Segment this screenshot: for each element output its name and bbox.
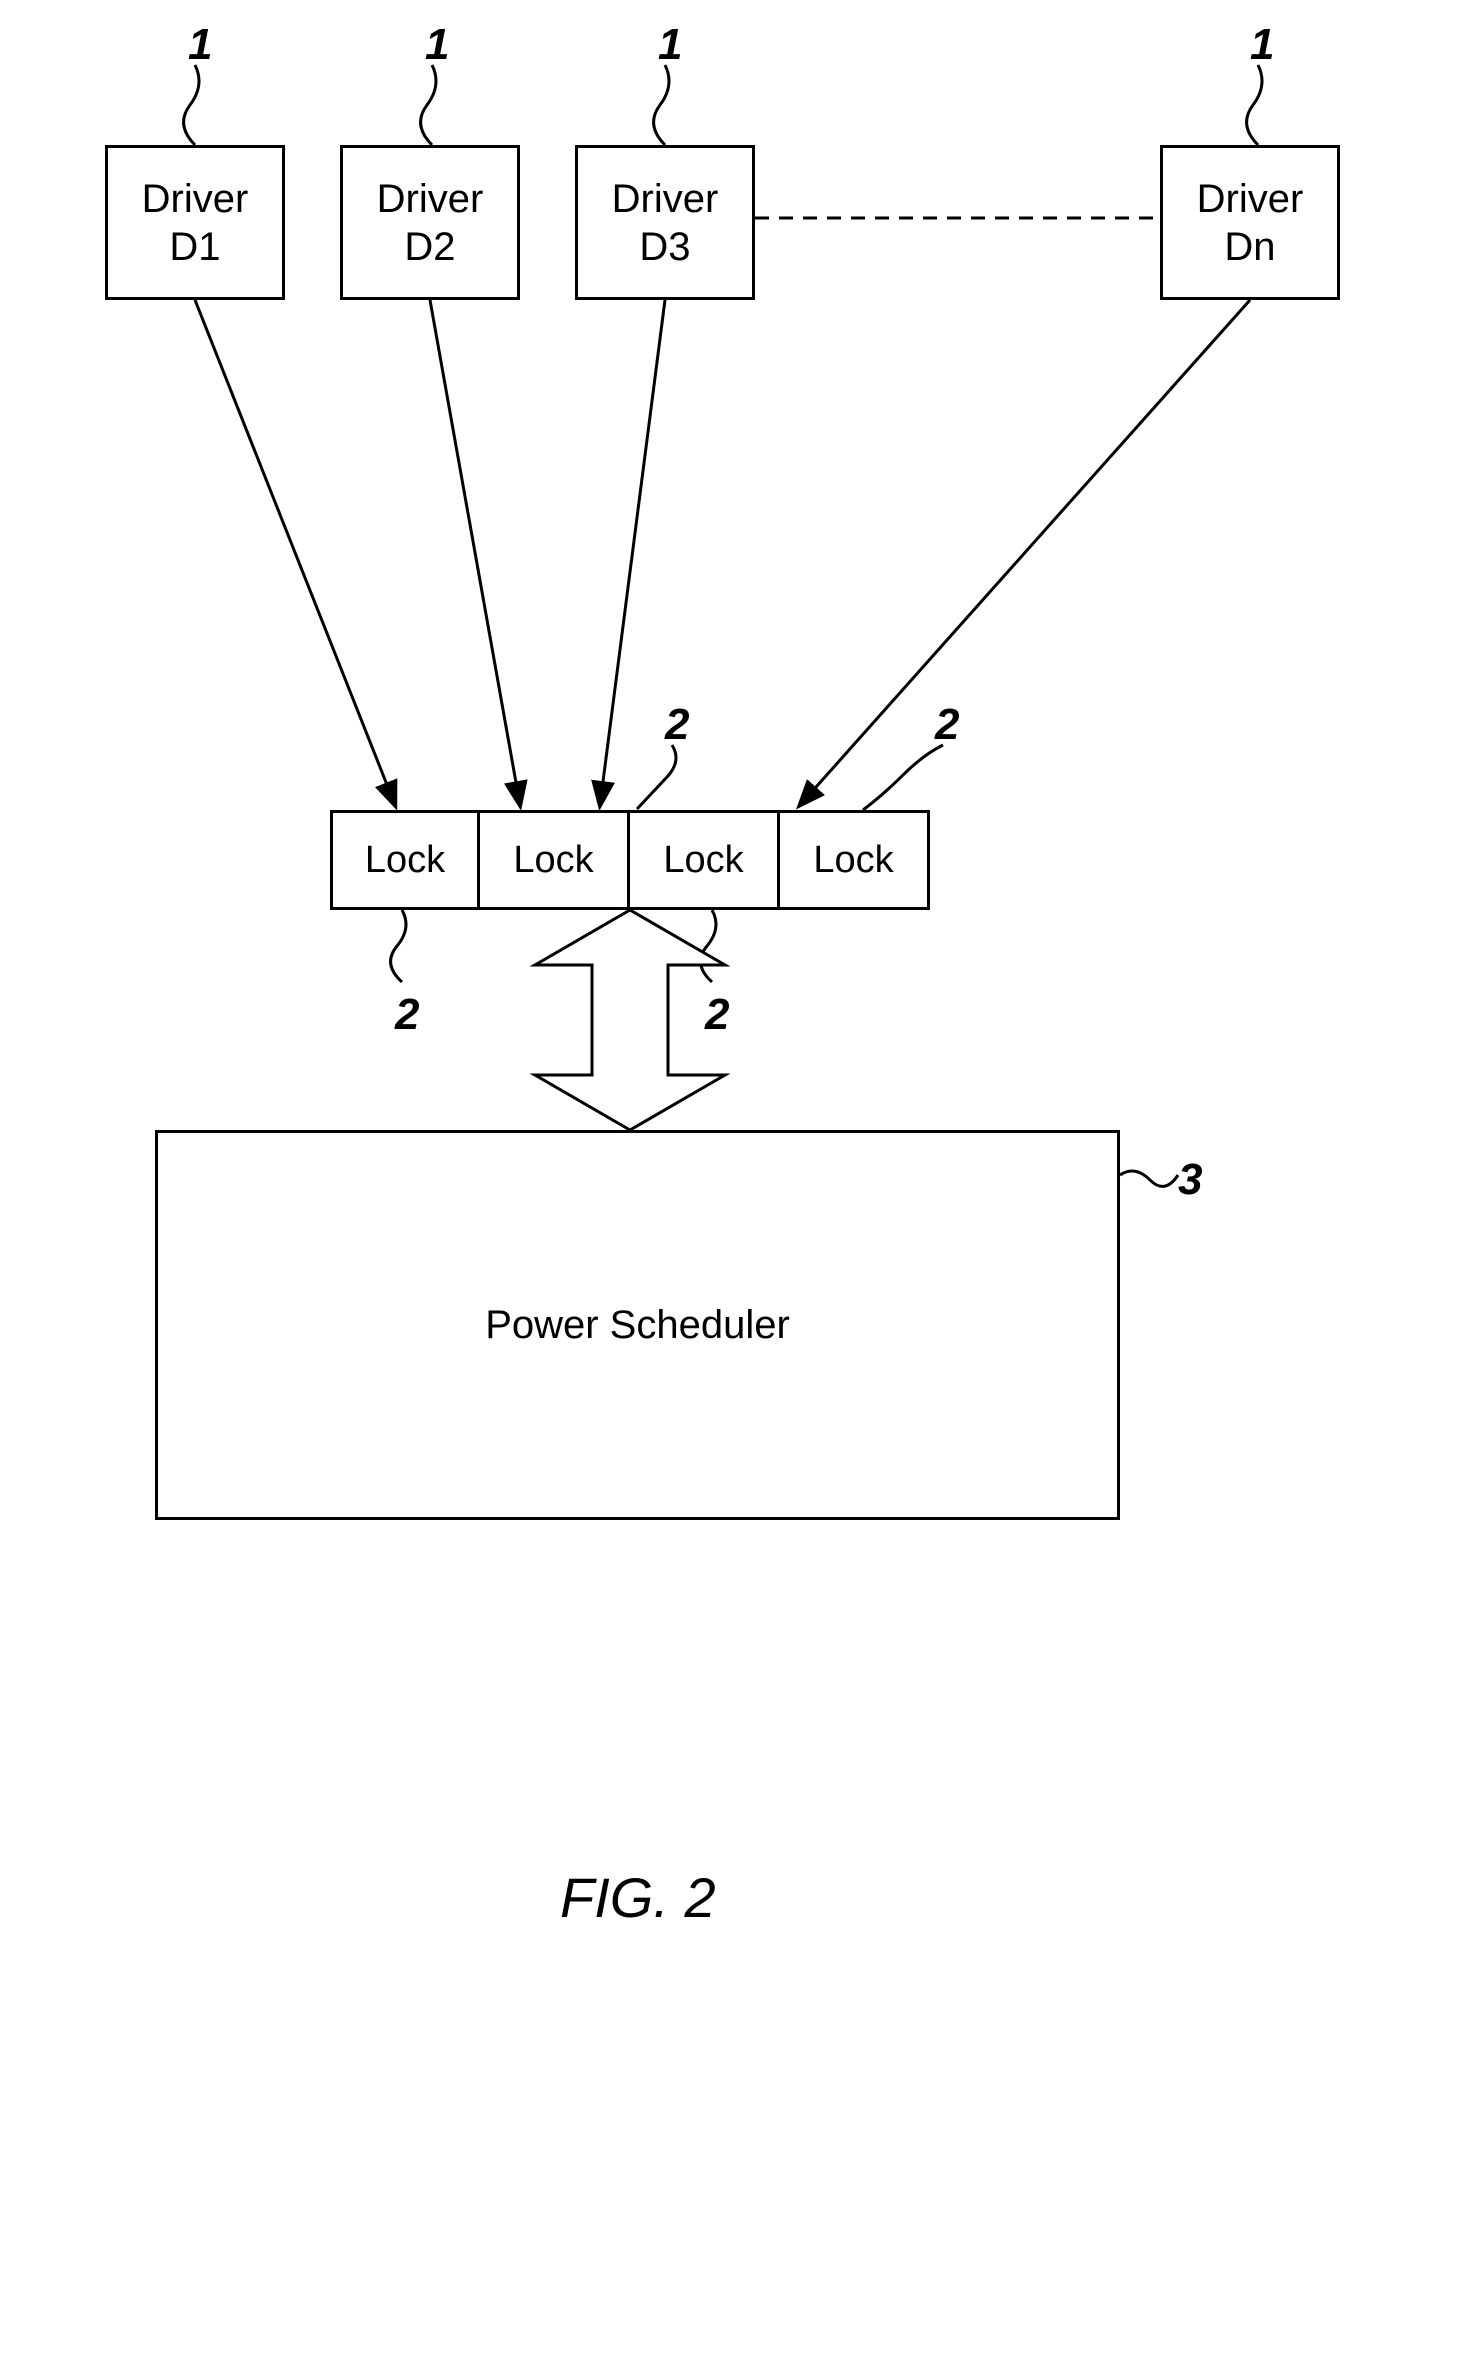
driver-d2-label: Driver D2	[377, 175, 484, 271]
lock-4-label: Lock	[813, 839, 893, 882]
power-scheduler-box: Power Scheduler	[155, 1130, 1120, 1520]
arrow-dn	[800, 300, 1250, 805]
driver-d3-box: Driver D3	[575, 145, 755, 300]
driver-d1-box: Driver D1	[105, 145, 285, 300]
lock-3-label: Lock	[663, 839, 743, 882]
lock-4-box: Lock	[780, 810, 930, 910]
squiggle-lock2-ref	[637, 745, 676, 809]
diagram-canvas: Driver D1 Driver D2 Driver D3 Driver Dn …	[0, 0, 1470, 2376]
squiggle-d3-ref	[654, 65, 669, 145]
driver-d3-label: Driver D3	[612, 175, 719, 271]
squiggle-d1-ref	[184, 65, 199, 145]
lock-3-ref: 2	[705, 990, 729, 1040]
driver-d3-ref: 1	[658, 20, 682, 70]
lock-2-label: Lock	[513, 839, 593, 882]
driver-d2-ref: 1	[425, 20, 449, 70]
arrow-d1	[195, 300, 395, 805]
figure-label: FIG. 2	[560, 1865, 716, 1930]
lock-1-box: Lock	[330, 810, 480, 910]
bidir-arrow-icon	[535, 910, 725, 1130]
arrow-d3	[600, 300, 665, 805]
squiggle-dn-ref	[1247, 65, 1262, 145]
lock-4-ref: 2	[935, 700, 959, 750]
driver-dn-label: Driver Dn	[1197, 175, 1304, 271]
power-scheduler-ref: 3	[1178, 1155, 1202, 1205]
power-scheduler-label: Power Scheduler	[485, 1301, 790, 1349]
driver-dn-ref: 1	[1250, 20, 1274, 70]
squiggle-lock1-ref	[391, 910, 406, 982]
lock-2-box: Lock	[480, 810, 630, 910]
lock-3-box: Lock	[630, 810, 780, 910]
driver-d2-box: Driver D2	[340, 145, 520, 300]
squiggle-d2-ref	[421, 65, 436, 145]
lock-1-ref: 2	[395, 990, 419, 1040]
arrow-d2	[430, 300, 520, 805]
squiggle-lock4-ref	[863, 745, 943, 810]
driver-dn-box: Driver Dn	[1160, 145, 1340, 300]
driver-d1-ref: 1	[188, 20, 212, 70]
lock-2-ref: 2	[665, 700, 689, 750]
driver-d1-label: Driver D1	[142, 175, 249, 271]
squiggle-lock3-ref	[701, 910, 716, 982]
squiggle-scheduler-ref	[1120, 1171, 1178, 1186]
lock-1-label: Lock	[365, 839, 445, 882]
